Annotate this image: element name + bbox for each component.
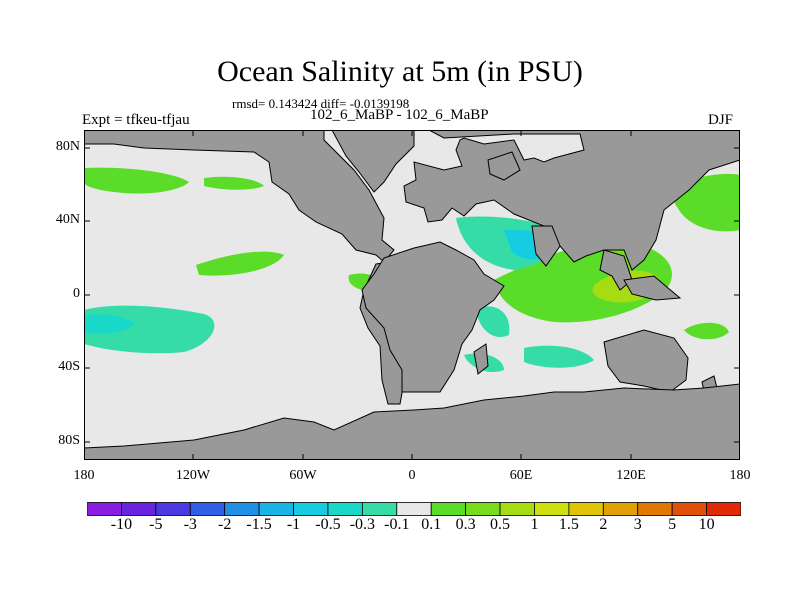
colorbar-level-label: 0.1 — [421, 516, 442, 533]
land-arctic-islands — [487, 151, 521, 181]
land-masses — [84, 130, 740, 460]
colorbar-level-label: 2 — [599, 516, 608, 533]
anomaly-west-australia — [684, 322, 729, 340]
colorbar-level-label: -2 — [218, 516, 232, 533]
colorbar-level-label: -3 — [183, 516, 197, 533]
land-africa — [361, 241, 505, 393]
colorbar-level-label: -1 — [286, 516, 301, 533]
lat-label-80s: 80S — [58, 433, 80, 448]
anomaly-east-africa — [476, 306, 510, 337]
colorbar-box — [155, 502, 191, 516]
land-madagascar — [473, 343, 489, 375]
lat-label-0: 0 — [73, 286, 80, 301]
colorbar-box — [87, 502, 122, 516]
colorbar-boxes — [87, 502, 741, 516]
lon-label-180w: 180 — [73, 468, 95, 483]
lon-label-0: 0 — [408, 468, 416, 483]
colorbar-level-label: 5 — [668, 516, 677, 533]
colorbar-box — [396, 502, 432, 516]
colorbar-box — [293, 502, 329, 516]
map-frame — [84, 130, 740, 460]
colorbar-box — [361, 502, 398, 516]
colorbar-level-label: 10 — [698, 516, 715, 533]
colorbar-box — [327, 502, 363, 516]
anomaly-north-pacific-west — [84, 167, 189, 194]
land-maritime-continent — [623, 275, 682, 301]
colorbar-box — [602, 502, 639, 516]
anomaly-south-indian — [524, 345, 594, 368]
stats-line: rmsd= 0.143424 diff= -0.0139198 — [232, 96, 410, 111]
colorbar-level-label: -0.3 — [349, 516, 376, 533]
lat-label-40n: 40N — [55, 212, 80, 227]
colorbar-level-label: -0.5 — [315, 516, 341, 533]
colorbar-level-label: 0.5 — [490, 516, 511, 533]
anomaly-south-pacific-core — [84, 314, 136, 334]
lon-label-60w: 60W — [289, 468, 317, 483]
land-north-america — [84, 130, 395, 263]
lon-label-120e: 120E — [616, 468, 646, 483]
anomaly-north-pacific-east — [204, 176, 264, 190]
anomaly-central-pacific — [196, 251, 284, 276]
colorbar-box — [637, 502, 673, 516]
lon-label-180e: 180 — [729, 468, 751, 483]
land-eurasia — [403, 130, 740, 271]
colorbar-level-label: -5 — [149, 516, 163, 533]
expt-label: Expt = tfkeu-tfjau — [82, 112, 190, 128]
plot-title: Ocean Salinity at 5m (in PSU) — [217, 55, 583, 88]
colorbar-box — [534, 502, 570, 516]
land-greenland — [331, 130, 415, 193]
colorbar-box — [465, 502, 501, 516]
colorbar-box — [121, 502, 157, 516]
colorbar-level-label: 1 — [530, 516, 539, 533]
land-australia — [603, 329, 689, 393]
season-label: DJF — [708, 112, 734, 128]
colorbar-box — [258, 502, 294, 516]
lat-label-40s: 40S — [58, 359, 80, 374]
lon-label-120w: 120W — [175, 468, 211, 483]
experiment-names: 102_6_MaBP - 102_6_MaBP — [310, 107, 489, 123]
salinity-map — [84, 130, 740, 460]
colorbar-box — [671, 502, 707, 516]
colorbar — [87, 502, 741, 516]
colorbar-level-label: -0.1 — [384, 516, 410, 533]
colorbar-level-label: 3 — [633, 516, 642, 533]
land-india — [531, 225, 561, 267]
colorbar-level-label: -1.5 — [246, 516, 272, 533]
colorbar-box — [499, 502, 535, 516]
colorbar-box — [430, 502, 467, 516]
colorbar-level-label: 1.5 — [558, 516, 579, 533]
lat-label-80n: 80N — [55, 139, 80, 154]
colorbar-level-label: -10 — [110, 516, 133, 533]
colorbar-level-label: 0.3 — [455, 516, 476, 533]
colorbar-box — [224, 502, 260, 516]
lon-label-60e: 60E — [509, 468, 533, 483]
colorbar-box — [189, 502, 226, 516]
land-antarctica — [84, 383, 740, 460]
colorbar-box — [706, 502, 741, 516]
colorbar-box — [568, 502, 604, 516]
